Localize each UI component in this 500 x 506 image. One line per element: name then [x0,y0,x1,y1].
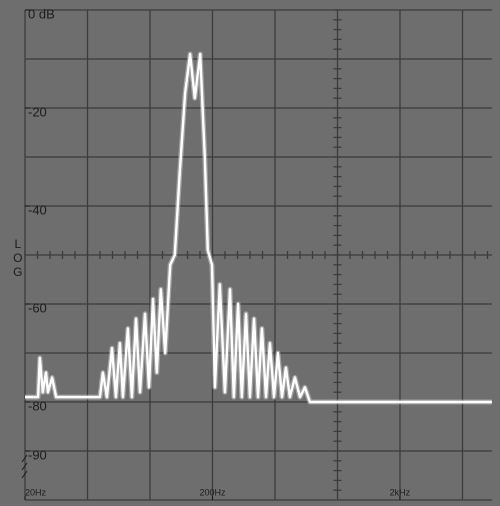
slash-marks [21,454,28,479]
graticule [24,9,492,501]
y-tick-label: -90 [28,447,47,462]
y-axis-label: LOG [11,237,25,279]
y-tick-label: -80 [28,398,47,413]
x-tick-label: 200Hz [199,487,226,497]
y-tick-label: -20 [28,104,47,119]
trace [25,52,492,404]
y-tick-label: -60 [28,300,47,315]
x-tick-label: 2kHz [390,487,411,497]
x-tick-label: 20Hz [25,487,47,497]
y-tick-label: -40 [28,202,47,217]
y-tick-label: 0 dB [28,6,55,21]
